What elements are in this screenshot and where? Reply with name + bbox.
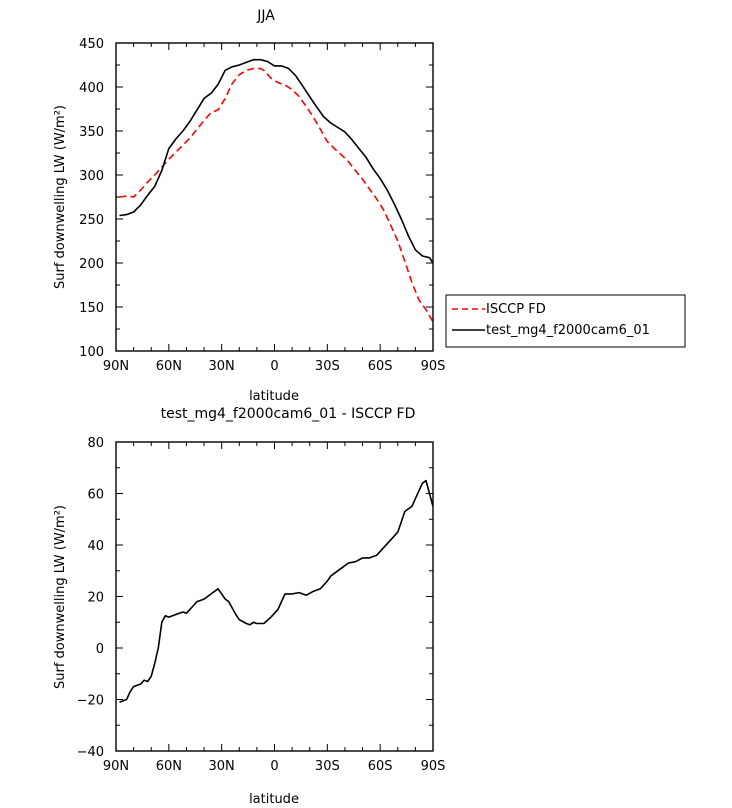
- legend-label-isccp: ISCCP FD: [486, 302, 546, 317]
- top-legend: ISCCP FD test_mg4_f2000cam6_01: [445, 294, 686, 348]
- bottom-x-axis-label: latitude: [249, 792, 299, 807]
- bottom-plot-frame: [115, 441, 434, 752]
- bottom-x-tick-label: 30N: [209, 759, 235, 774]
- bottom-y-tick-label: 40: [87, 539, 104, 554]
- top-x-tick-label: 90S: [421, 359, 446, 374]
- legend-label-model: test_mg4_f2000cam6_01: [486, 323, 650, 338]
- bottom-y-tick-label: 80: [87, 436, 104, 451]
- top-y-tick-label: 250: [79, 213, 104, 228]
- top-plot-frame: [115, 42, 434, 352]
- top-x-tick-label: 60N: [156, 359, 182, 374]
- bottom-x-tick-label: 60S: [368, 759, 393, 774]
- top-y-tick-label: 100: [79, 345, 104, 360]
- legend-box: [445, 294, 686, 348]
- top-y-axis-label: Surf downwelling LW (W/m²): [53, 105, 68, 289]
- top-y-tick-label: 150: [79, 301, 104, 316]
- top-panel: JJA 90N 60N 30N 0 30S 60S 90S 100 150 200 250 300 35…: [53, 8, 686, 404]
- bottom-y-tick-label: 0: [96, 642, 104, 657]
- top-chart-title: JJA: [256, 8, 275, 24]
- bottom-series-line-difference: [119, 479, 433, 703]
- bottom-y-tick-label: −20: [77, 694, 104, 709]
- top-y-tick-label: 450: [79, 37, 104, 52]
- bottom-y-tick-label: −40: [77, 745, 104, 760]
- bottom-x-tick-label: 60N: [156, 759, 182, 774]
- bottom-panel: test_mg4_f2000cam6_01 - ISCCP FD 90N 60N 3…: [53, 406, 445, 807]
- top-x-tick-label: 0: [270, 359, 278, 374]
- bottom-x-tick-label: 0: [270, 759, 278, 774]
- bottom-x-tick-label: 90S: [421, 759, 446, 774]
- top-x-tick-label: 30N: [209, 359, 235, 374]
- top-x-axis-label: latitude: [249, 389, 299, 404]
- bottom-x-tick-label: 30S: [315, 759, 340, 774]
- top-y-tick-label: 400: [79, 81, 104, 96]
- top-y-tick-label: 200: [79, 257, 104, 272]
- top-x-tick-label: 30S: [315, 359, 340, 374]
- bottom-chart-title: test_mg4_f2000cam6_01 - ISCCP FD: [161, 406, 416, 422]
- bottom-x-tick-label: 90N: [103, 759, 129, 774]
- top-x-tick-label: 60S: [368, 359, 393, 374]
- top-series-line-isccp-fd: [119, 67, 433, 323]
- bottom-y-axis-label: Surf downwelling LW (W/m²): [53, 505, 68, 689]
- bottom-y-tick-label: 60: [87, 488, 104, 503]
- top-y-tick-label: 350: [79, 125, 104, 140]
- bottom-y-tick-label: 20: [87, 591, 104, 606]
- top-y-tick-label: 300: [79, 169, 104, 184]
- top-x-tick-label: 90N: [103, 359, 129, 374]
- top-series-line-test-mg4-f2000cam6-01: [119, 58, 433, 265]
